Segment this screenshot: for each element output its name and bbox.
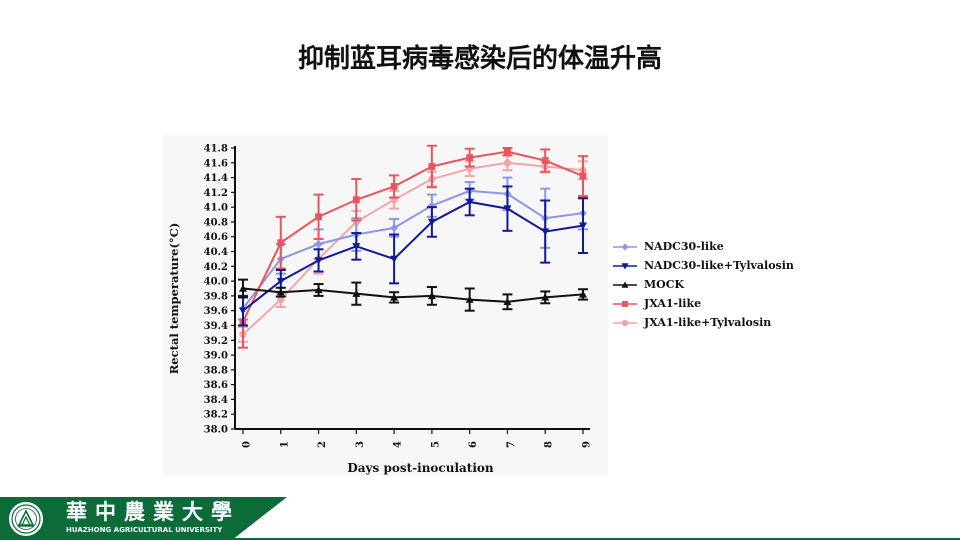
legend-swatch-mock — [613, 281, 637, 288]
data-point-jxa1-like — [428, 163, 436, 170]
y-tick-label: 39.0 — [204, 351, 228, 362]
y-tick-label: 40.2 — [204, 262, 228, 273]
legend-item-mock: MOCK — [612, 275, 842, 294]
y-tick-label: 38.0 — [204, 425, 228, 436]
data-point-mock — [352, 289, 361, 297]
university-name-cn: 華中農業大學 — [66, 499, 240, 524]
legend-swatch-nadc30-like-tylvalosin — [613, 262, 637, 269]
data-point-jxa1-like — [541, 157, 549, 164]
x-axis-label: Days post-inoculation — [347, 461, 494, 475]
legend-label: JXA1-like+Tylvalosin — [644, 316, 772, 329]
data-point-nadc30-like-tylvalosin — [352, 243, 361, 251]
y-tick-label: 39.8 — [204, 291, 228, 302]
data-point-jxa1-like — [390, 183, 398, 190]
x-tick-label: 1 — [279, 441, 290, 448]
legend-label: NADC30-like — [644, 240, 724, 253]
legend-item-nadc30-like: NADC30-like — [612, 237, 842, 256]
data-point-mock — [579, 290, 587, 298]
legend-item-jxa1-like-tylvalosin: JXA1-like+Tylvalosin — [612, 313, 842, 332]
series-line-mock — [242, 287, 584, 303]
y-tick-label: 40.6 — [204, 232, 228, 243]
y-tick-label: 38.8 — [204, 365, 228, 376]
x-tick-label: 5 — [430, 441, 441, 448]
y-tick-label: 40.4 — [204, 247, 228, 258]
y-tick-label: 40.8 — [204, 217, 228, 228]
y-tick-label: 41.8 — [204, 144, 228, 155]
data-point-nadc30-like — [390, 223, 399, 232]
y-tick-label: 41.4 — [204, 173, 228, 184]
data-point-nadc30-like — [427, 201, 436, 210]
data-point-nadc30-like-tylvalosin — [314, 257, 323, 265]
y-tick-label: 39.4 — [204, 321, 228, 332]
x-tick-label: 8 — [544, 441, 555, 448]
data-point-jxa1-like — [504, 148, 511, 156]
legend-label: MOCK — [644, 278, 685, 291]
legend-item-nadc30-like-tylvalosin: NADC30-like+Tylvalosin — [612, 256, 842, 275]
legend-swatch-jxa1-like-tylvalosin — [613, 319, 637, 326]
data-point-jxa1-like — [466, 154, 474, 162]
x-tick-label: 7 — [506, 441, 517, 448]
footer-line — [232, 538, 960, 540]
y-tick-label: 38.6 — [204, 380, 228, 391]
series-line-nadc30-like — [242, 189, 584, 310]
legend-item-jxa1-like: JXA1-like — [612, 294, 842, 313]
data-point-mock — [541, 293, 550, 301]
legend-label: NADC30-like+Tylvalosin — [644, 259, 794, 272]
data-point-jxa1-like — [352, 196, 360, 204]
data-point-nadc30-like-tylvalosin — [465, 198, 474, 206]
data-point-jxa1-like-tylvalosin — [277, 295, 285, 304]
y-tick-label: 41.6 — [204, 158, 228, 169]
x-tick-label: 6 — [468, 441, 479, 448]
x-tick-label: 0 — [242, 441, 253, 448]
y-axis-label: Rectal temperature(°C) — [167, 223, 181, 375]
x-tick-label: 2 — [317, 441, 328, 448]
data-point-mock — [427, 291, 436, 300]
university-name-en: HUAZHONG AGRICULTURAL UNIVERSITY — [66, 526, 223, 534]
y-tick-label: 38.2 — [204, 410, 228, 421]
series-line-jxa1-like-tylvalosin — [242, 161, 584, 336]
footer-wedge — [232, 497, 287, 540]
legend-label: JXA1-like — [644, 297, 702, 310]
series-line-jxa1-like — [242, 150, 584, 323]
slide-title: 抑制蓝耳病毒感染后的体温升高 — [297, 44, 662, 74]
footer: 華中農業大學 HUAZHONG AGRICULTURAL UNIVERSITY — [0, 497, 960, 540]
data-point-mock — [503, 297, 512, 306]
y-tick-label: 39.2 — [204, 336, 228, 347]
data-point-jxa1-like — [315, 213, 322, 221]
x-tick-label: 4 — [393, 441, 404, 448]
data-point-mock — [239, 284, 247, 292]
data-point-nadc30-like-tylvalosin — [276, 277, 285, 286]
y-tick-label: 41.0 — [204, 203, 228, 214]
x-tick-label: 9 — [582, 441, 593, 448]
university-seal-icon — [9, 502, 43, 536]
y-tick-label: 40.0 — [204, 277, 228, 288]
line-chart: 38.0 38.2 38.4 38.6 38.8 39.0 39.2 39.4 39.6 39.8… — [167, 144, 593, 476]
data-point-mock — [390, 293, 399, 301]
y-tick-label: 38.4 — [204, 395, 228, 406]
data-point-nadc30-like-tylvalosin — [239, 307, 247, 315]
data-point-mock — [314, 285, 323, 294]
data-point-jxa1-like-tylvalosin — [503, 159, 512, 167]
legend-swatch-jxa1-like — [613, 300, 637, 307]
x-tick-label: 3 — [355, 441, 366, 448]
data-point-mock — [276, 288, 285, 296]
data-point-nadc30-like-tylvalosin — [390, 255, 399, 263]
y-tick-label: 39.6 — [204, 306, 228, 317]
data-point-nadc30-like — [314, 240, 323, 249]
data-point-nadc30-like-tylvalosin — [427, 218, 436, 226]
data-point-nadc30-like-tylvalosin — [541, 228, 550, 236]
legend-swatch-nadc30-like — [613, 243, 637, 250]
data-point-nadc30-like-tylvalosin — [503, 205, 512, 213]
chart-legend: NADC30-like NADC30-like+Tylvalosin MOCK JXA… — [612, 237, 842, 332]
chart-panel: 38.0 38.2 38.4 38.6 38.8 39.0 39.2 39.4 39.6 39.8… — [163, 135, 608, 475]
data-point-mock — [465, 295, 474, 303]
y-tick-label: 41.2 — [204, 188, 228, 199]
data-point-jxa1-like — [277, 239, 285, 247]
data-point-nadc30-like-tylvalosin — [579, 222, 587, 230]
series-line-nadc30-like-tylvalosin — [242, 200, 584, 312]
data-point-jxa1-like — [579, 172, 587, 180]
